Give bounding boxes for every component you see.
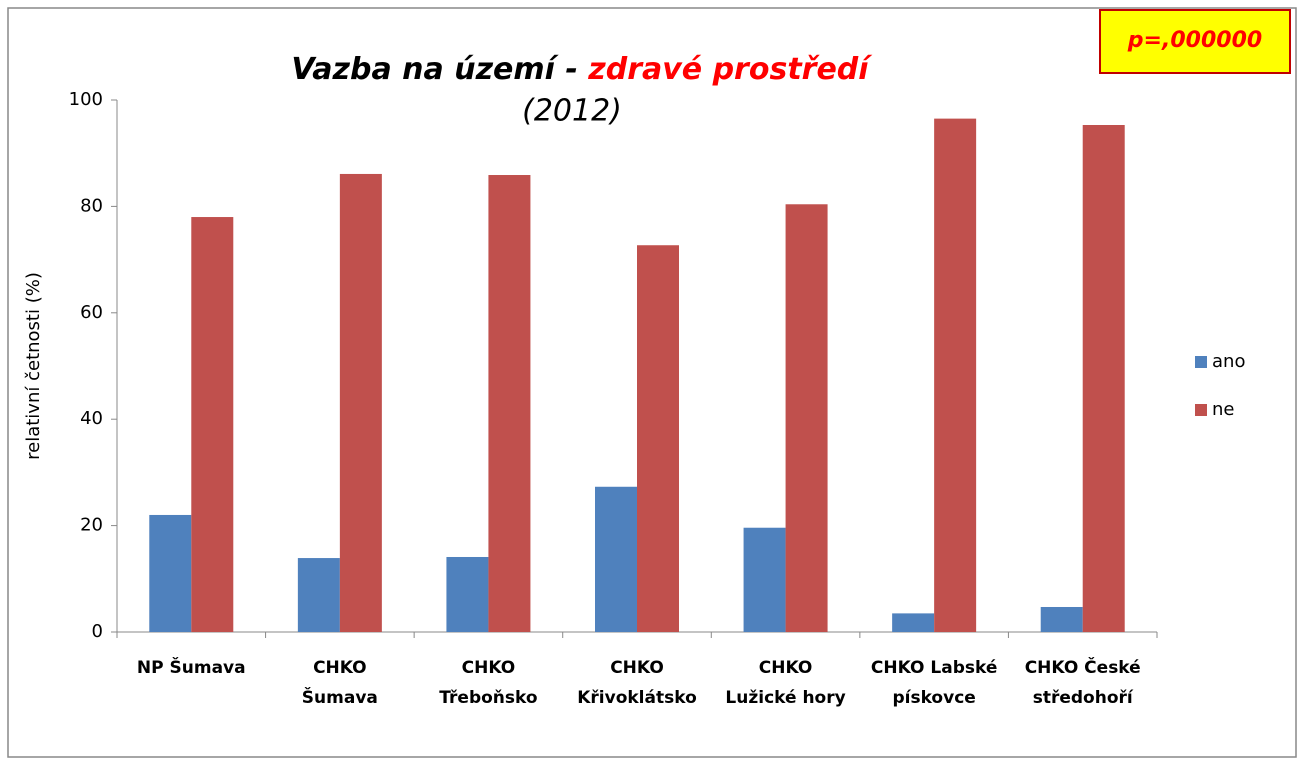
x-tick-label-line: Šumava: [302, 686, 378, 708]
x-tick-label-line: Křivoklátsko: [577, 688, 697, 708]
y-tick-label: 60: [80, 302, 103, 323]
bar: [892, 613, 935, 632]
x-tick-label-line: CHKO: [313, 658, 367, 678]
x-tick-label: CHKO Třeboňsko: [439, 658, 537, 708]
bar: [488, 175, 531, 632]
x-tick-label: CHKO Šumava: [302, 658, 378, 708]
legend-label: ano: [1212, 351, 1245, 372]
x-tick-label-line: CHKO: [759, 658, 813, 678]
x-tick-label: NP Šumava: [137, 656, 246, 678]
x-tick-label-line: CHKO České: [1025, 656, 1141, 678]
x-tick-label-line: NP Šumava: [137, 656, 246, 678]
bar: [785, 204, 828, 632]
x-tick-label-line: CHKO: [462, 658, 516, 678]
bar: [637, 245, 679, 632]
y-tick-label: 100: [69, 89, 103, 110]
x-tick-label-line: Lužické hory: [725, 688, 845, 708]
x-tick-label: CHKO Labské pískovce: [871, 658, 997, 708]
title-highlight: zdravé prostředí: [587, 52, 873, 87]
chart-subtitle: (2012): [522, 94, 622, 129]
x-tick-label: CHKO Lužické hory: [725, 658, 845, 708]
y-tick-label: 20: [80, 515, 103, 536]
bar: [1082, 125, 1125, 632]
bar: [934, 118, 977, 633]
annotation: p=,000000: [1127, 28, 1262, 53]
bar: [1040, 606, 1083, 632]
x-tick-label-line: CHKO Labské: [871, 658, 997, 678]
bar: [446, 556, 489, 632]
bar: [297, 558, 340, 632]
x-tick-label: CHKO České středohoří: [1025, 656, 1141, 708]
annotation-box: [1099, 9, 1291, 74]
x-tick-label: CHKO Křivoklátsko: [577, 658, 697, 708]
legend-label: ne: [1212, 399, 1234, 420]
y-tick-label: 80: [80, 195, 103, 216]
x-tick-label-line: CHKO: [610, 658, 664, 678]
x-tick-label-line: Třeboňsko: [439, 688, 537, 708]
x-tick-label-line: pískovce: [892, 688, 975, 708]
title-part: Vazba na území -: [291, 52, 588, 87]
y-tick-label: 0: [92, 621, 103, 642]
bar: [149, 514, 192, 632]
bar: [743, 527, 786, 632]
bar: [339, 173, 382, 632]
y-tick-label: 40: [80, 408, 103, 429]
y-axis-label: relativní četnosti (%): [23, 272, 44, 460]
x-tick-label-line: středohoří: [1033, 688, 1134, 708]
legend-swatch: [1195, 356, 1207, 368]
chart-title: Vazba na území - zdravé prostředí: [291, 52, 873, 87]
bar: [595, 486, 637, 632]
bar: [191, 217, 234, 633]
legend-swatch: [1195, 404, 1207, 416]
